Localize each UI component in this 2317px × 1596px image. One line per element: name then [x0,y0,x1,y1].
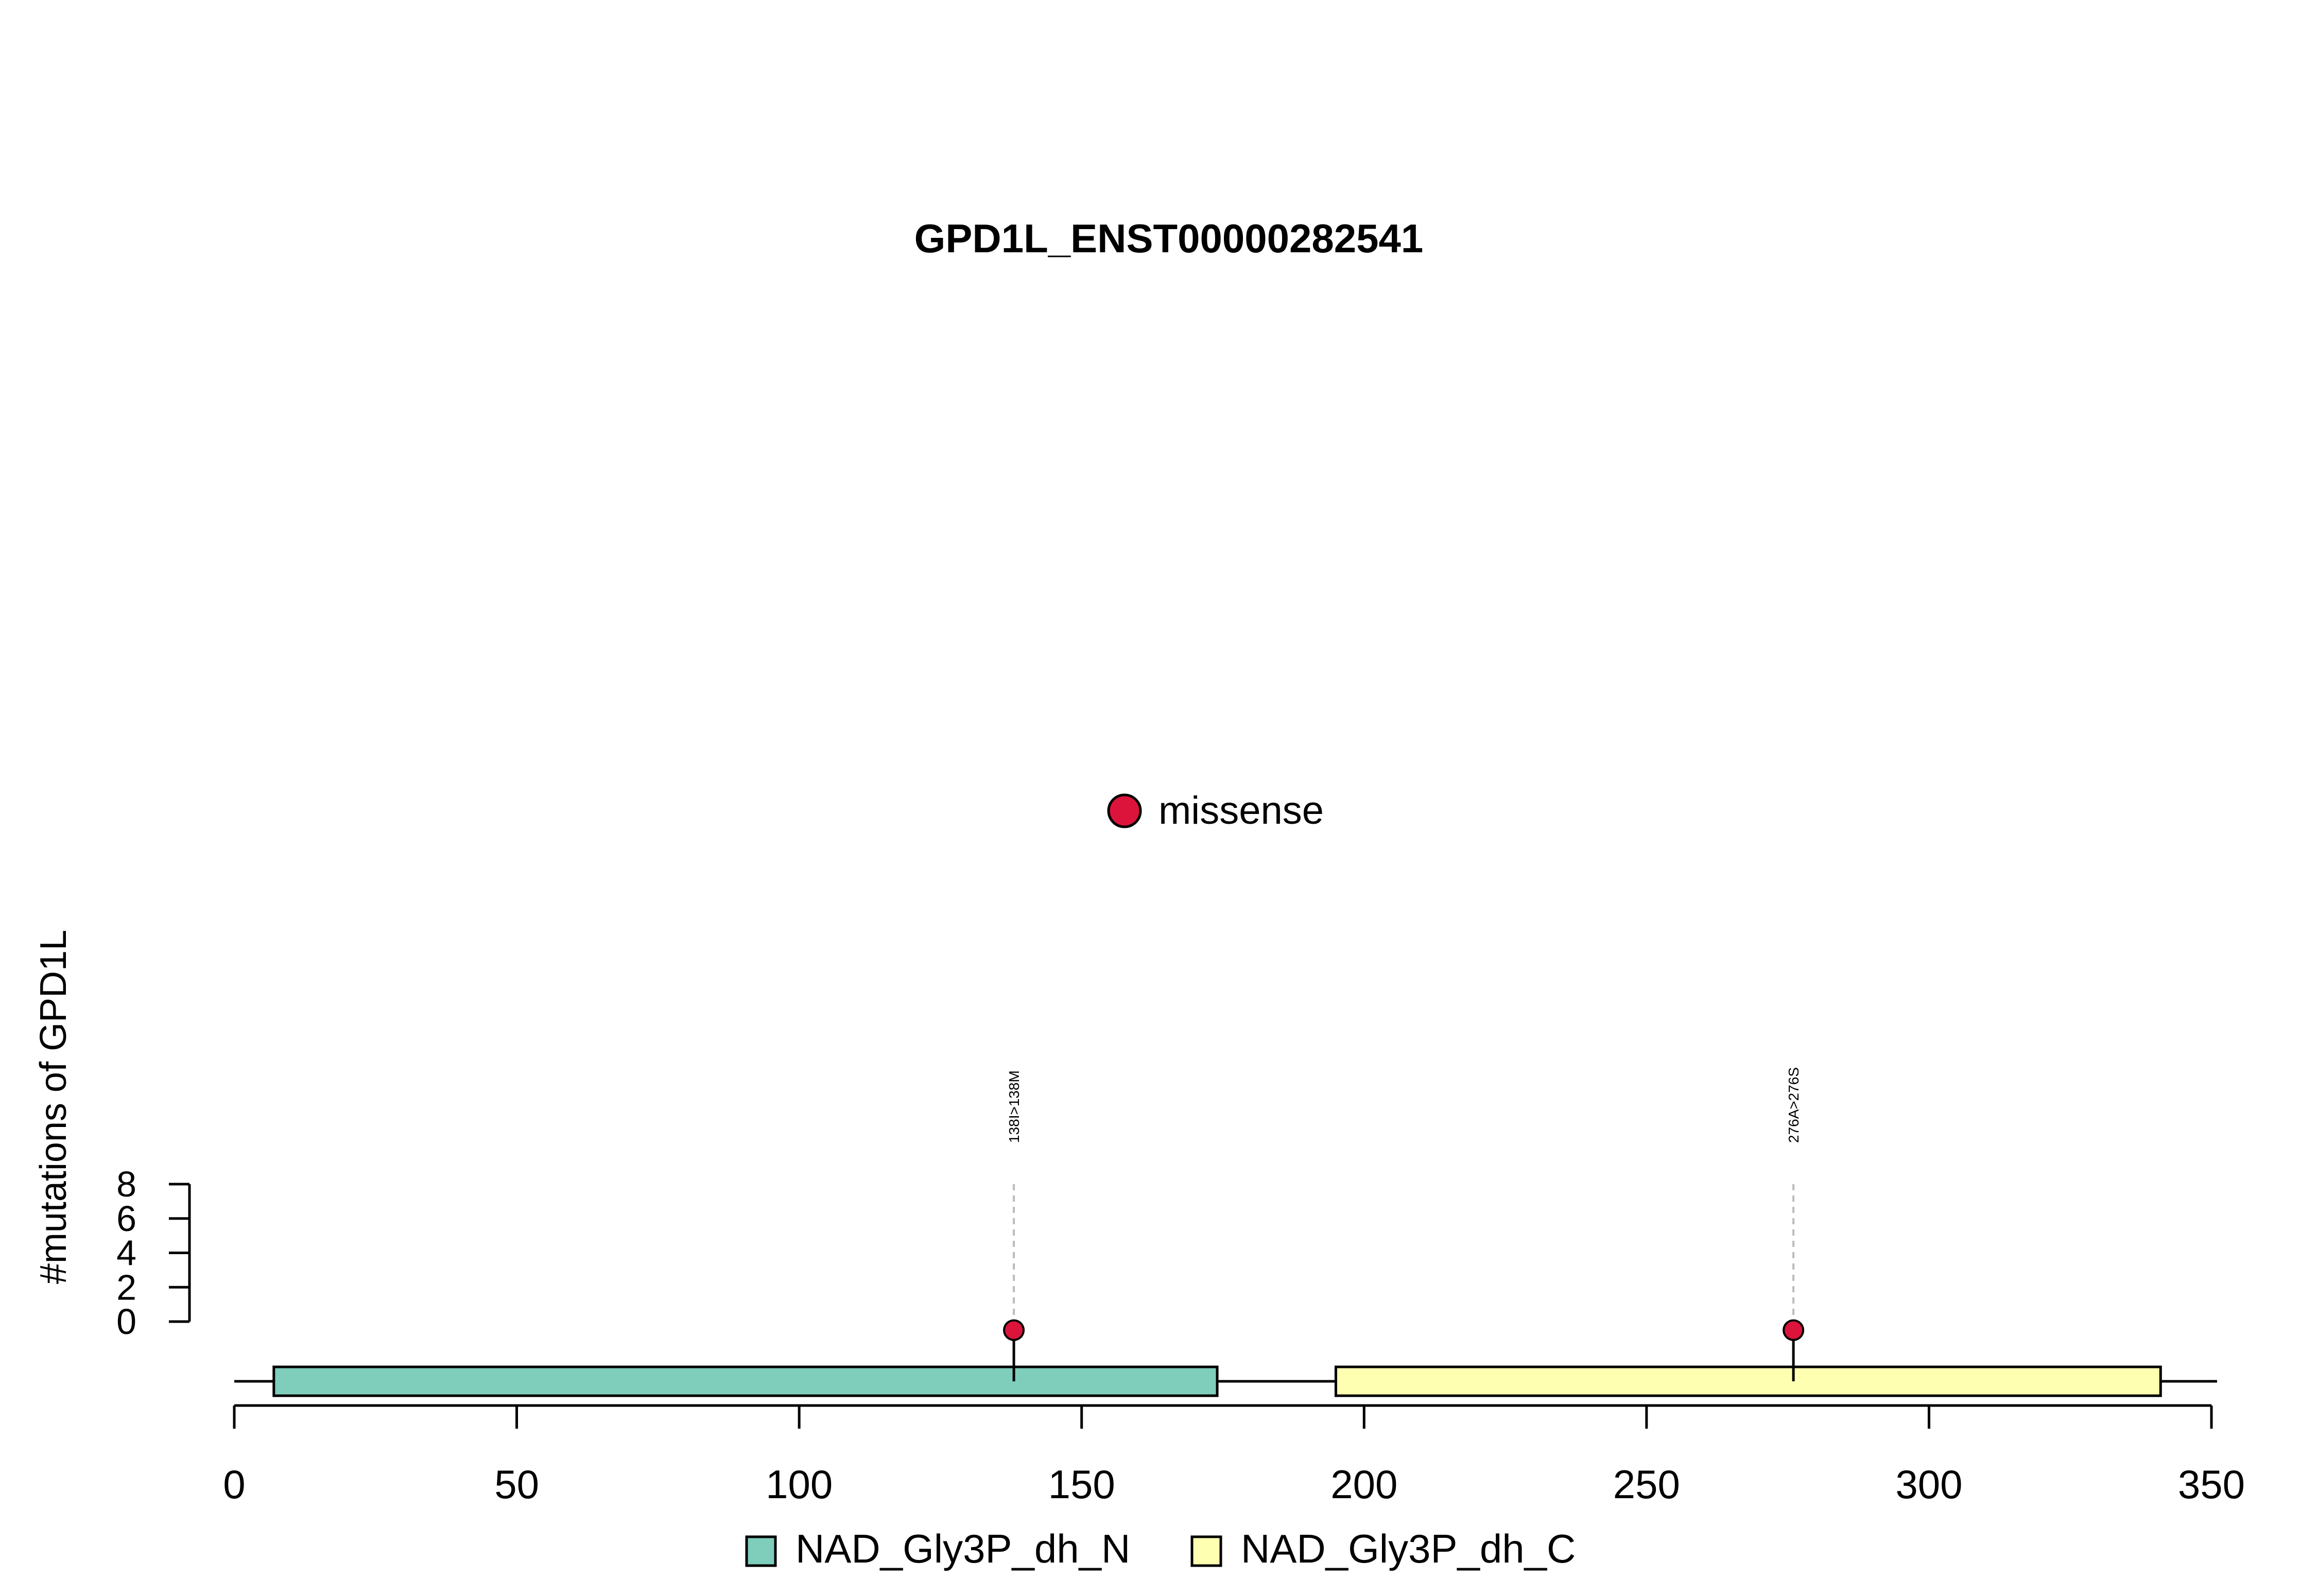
x-tick-label: 200 [1330,1462,1397,1507]
x-axis: 0 50 100 150 200 250 300 350 [223,1404,2245,1507]
x-tick-label: 350 [2178,1462,2245,1507]
domain-track [272,1365,2162,1397]
x-tick-label: 150 [1048,1462,1115,1507]
y-tick-label: 0 [116,1302,136,1342]
domain-legend-label: NAD_Gly3P_dh_C [1241,1526,1576,1571]
y-axis-label: #mutations of GPD1L [33,930,74,1284]
y-tick-label: 8 [116,1164,136,1204]
x-tick-label: 0 [223,1462,245,1507]
y-tick-label: 2 [116,1267,136,1307]
x-tick-label: 100 [766,1462,833,1507]
x-tick-label: 250 [1613,1462,1680,1507]
domain-legend-label: NAD_Gly3P_dh_N [796,1526,1130,1571]
mutation-lollipops: 138I>138M 276A>276S [1003,1067,1805,1381]
domain-box [1334,1365,2162,1397]
domain-box [272,1365,1219,1397]
x-tick-label: 50 [494,1462,539,1507]
x-tick-label: 300 [1895,1462,1962,1507]
mutation-legend: missense [1107,789,1324,832]
domain-legend: NAD_Gly3P_dh_N NAD_Gly3P_dh_C [745,1526,1576,1571]
mutation-point [1003,1319,1025,1341]
domain-legend-swatch [745,1535,777,1567]
missense-legend-label: missense [1158,789,1324,832]
domain-legend-swatch [1190,1535,1222,1567]
chart-title: GPD1L_ENST00000282541 [914,216,1424,261]
y-tick-label: 4 [116,1233,136,1273]
mutation-label: 276A>276S [1786,1067,1802,1143]
missense-legend-marker [1107,793,1142,828]
mutation-label: 138I>138M [1006,1070,1022,1143]
y-tick-label: 6 [116,1199,136,1239]
mutation-point [1783,1319,1805,1341]
